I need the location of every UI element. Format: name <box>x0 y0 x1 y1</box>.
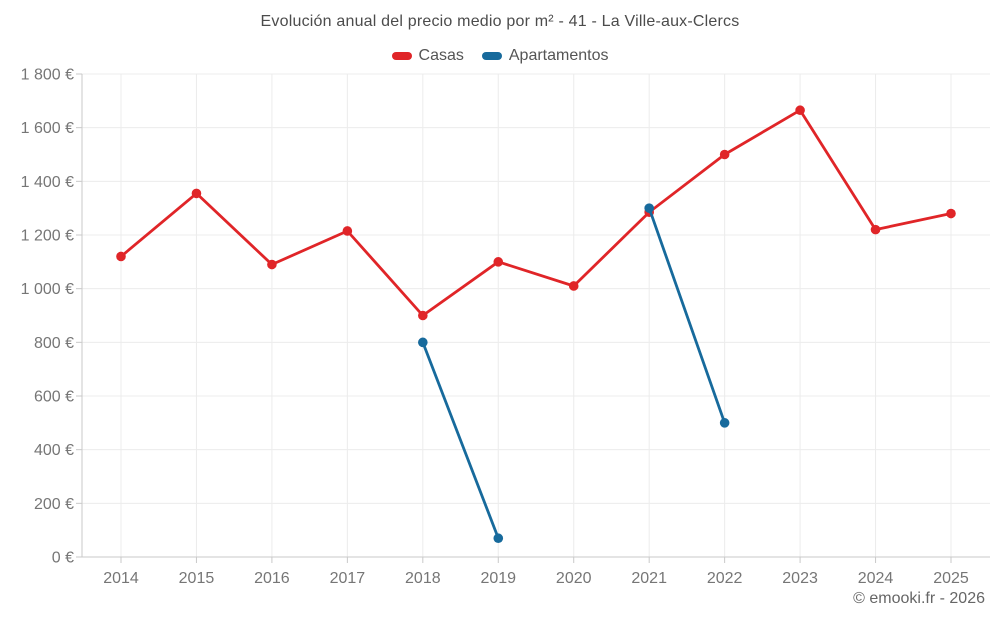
data-point-casas-2022[interactable] <box>719 149 730 160</box>
x-tick-label: 2022 <box>707 570 743 587</box>
data-point-casas-2024[interactable] <box>870 224 881 235</box>
legend-item-casas[interactable]: Casas <box>391 47 464 65</box>
x-tick-label: 2025 <box>933 570 969 587</box>
series-line-apartamentos <box>421 206 726 540</box>
chart-title: Evolución anual del precio medio por m² … <box>260 13 740 30</box>
data-point-casas-2023[interactable] <box>795 105 805 116</box>
data-point-apartamentos-2019[interactable] <box>493 533 504 544</box>
data-point-casas-2016[interactable] <box>267 259 277 270</box>
footer-credit: © emooki.fr - 2026 <box>853 590 985 607</box>
x-tick-label: 2014 <box>103 570 139 587</box>
x-tick-label: 2017 <box>330 570 366 587</box>
legend-item-apartamentos[interactable]: Apartamentos <box>481 47 609 65</box>
legend-swatch-casas <box>391 52 412 60</box>
legend-label-casas: Casas <box>418 47 464 64</box>
x-tick-label: 2024 <box>858 570 894 587</box>
data-point-apartamentos-2022[interactable] <box>719 418 730 428</box>
series-line-casas <box>119 108 953 317</box>
y-tick-label: 1 600 € <box>21 120 74 137</box>
y-tick-label: 800 € <box>34 335 74 352</box>
x-tick-label: 2020 <box>556 570 592 587</box>
data-point-casas-2017[interactable] <box>342 226 353 236</box>
x-tick-label: 2016 <box>254 570 290 587</box>
y-tick-label: 0 € <box>52 550 74 567</box>
y-tick-label: 1 200 € <box>21 228 74 245</box>
x-tick-label: 2021 <box>631 570 667 587</box>
y-tick-label: 1 000 € <box>21 281 74 298</box>
y-tick-label: 1 400 € <box>21 174 74 191</box>
data-point-casas-2014[interactable] <box>116 251 126 262</box>
data-point-apartamentos-2018[interactable] <box>418 337 428 348</box>
data-point-casas-2020[interactable] <box>568 281 579 291</box>
data-point-casas-2018[interactable] <box>418 310 428 321</box>
legend: Casas Apartamentos <box>0 47 1000 65</box>
y-tick-label: 1 800 € <box>21 67 74 84</box>
y-tick-label: 200 € <box>34 496 74 513</box>
x-tick-label: 2018 <box>405 570 441 587</box>
legend-swatch-apartamentos <box>481 52 502 60</box>
data-point-apartamentos-2021[interactable] <box>644 203 654 213</box>
data-point-casas-2025[interactable] <box>946 208 956 219</box>
legend-label-apartamentos: Apartamentos <box>508 47 609 64</box>
data-point-casas-2015[interactable] <box>191 188 202 199</box>
x-tick-label: 2015 <box>179 570 215 587</box>
x-tick-label: 2019 <box>480 570 516 587</box>
y-tick-label: 400 € <box>34 442 74 459</box>
x-tick-label: 2023 <box>782 570 818 587</box>
y-tick-label: 600 € <box>34 389 74 406</box>
data-point-casas-2019[interactable] <box>493 257 504 267</box>
